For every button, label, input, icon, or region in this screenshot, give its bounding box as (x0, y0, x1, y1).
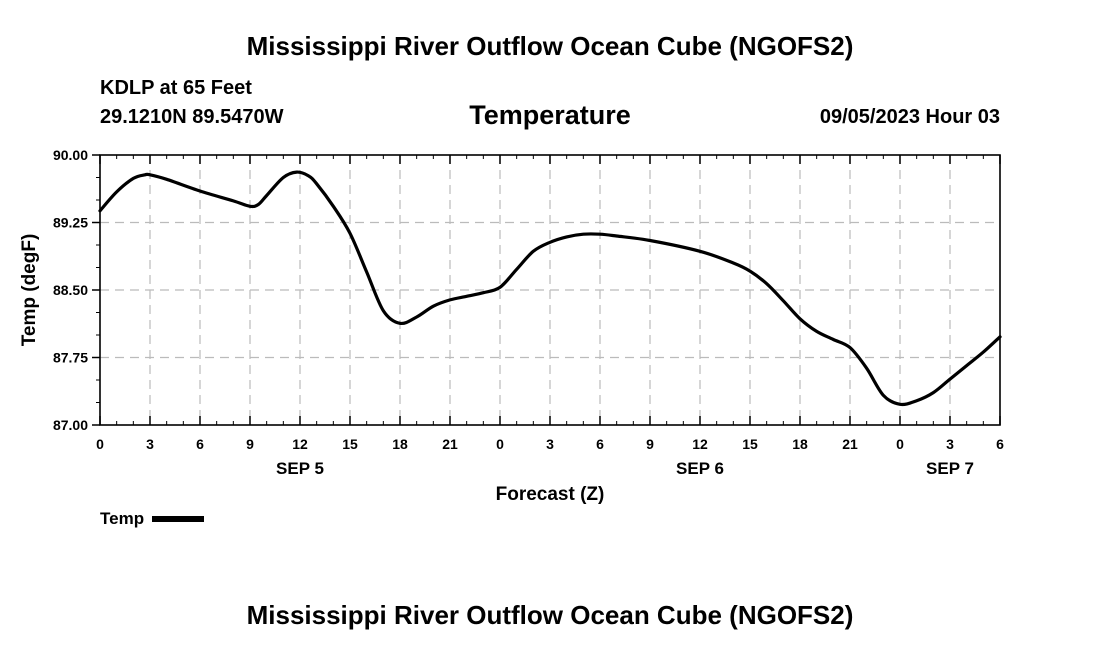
legend-label: Temp (100, 509, 145, 528)
x-tick-label: 3 (946, 436, 954, 452)
grid-lines (100, 155, 1000, 425)
chart-title: Mississippi River Outflow Ocean Cube (NG… (246, 31, 854, 61)
plot-frame (99, 154, 1001, 426)
forecast-datetime: 09/05/2023 Hour 03 (819, 106, 1000, 128)
x-tick-label: 0 (896, 436, 904, 452)
day-label: SEP 5 (276, 459, 324, 478)
x-tick-label: 9 (246, 436, 254, 452)
x-tick-label: 0 (496, 436, 504, 452)
y-tick-label: 87.00 (53, 417, 88, 433)
day-label: SEP 6 (676, 459, 724, 478)
station-label: KDLP at 65 Feet (100, 77, 252, 99)
station-coordinates: 29.1210N 89.5470W (100, 106, 284, 128)
y-tick-label: 89.25 (53, 215, 88, 231)
series-layer (98, 170, 1002, 407)
temperature-chart: 87.00 87.75 88.50 89.25 90.00 0 3 6 9 12 15 18 21 0 3 6… (19, 147, 1004, 505)
series-line-temp (98, 170, 1002, 407)
y-tick-label: 88.50 (53, 282, 88, 298)
x-tick-label: 18 (392, 436, 408, 452)
day-label: SEP 7 (926, 459, 974, 478)
x-tick-label: 9 (646, 436, 654, 452)
x-tick-label: 21 (442, 436, 458, 452)
x-tick-label: 18 (792, 436, 808, 452)
x-tick-label: 3 (546, 436, 554, 452)
legend: Temp (100, 509, 205, 529)
x-tick-label: 12 (692, 436, 708, 452)
x-tick-label: 15 (742, 436, 758, 452)
x-tick-label: 0 (96, 436, 104, 452)
legend-swatch (152, 516, 205, 522)
x-tick-label: 3 (146, 436, 154, 452)
footer-title: Mississippi River Outflow Ocean Cube (NG… (246, 600, 854, 630)
y-tick-label: 90.00 (53, 147, 88, 163)
x-axis-label: Forecast (Z) (496, 484, 605, 505)
x-tick-label: 15 (342, 436, 358, 452)
x-tick-label: 6 (996, 436, 1004, 452)
x-tick-label: 6 (596, 436, 604, 452)
y-axis-label: Temp (degF) (19, 234, 40, 347)
x-tick-label: 21 (842, 436, 858, 452)
variable-title: Temperature (469, 100, 631, 130)
axis-labels: 87.00 87.75 88.50 89.25 90.00 0 3 6 9 12 15 18 21 0 3 6… (19, 147, 1004, 505)
y-tick-label: 87.75 (53, 350, 88, 366)
x-tick-label: 12 (292, 436, 308, 452)
x-tick-label: 6 (196, 436, 204, 452)
